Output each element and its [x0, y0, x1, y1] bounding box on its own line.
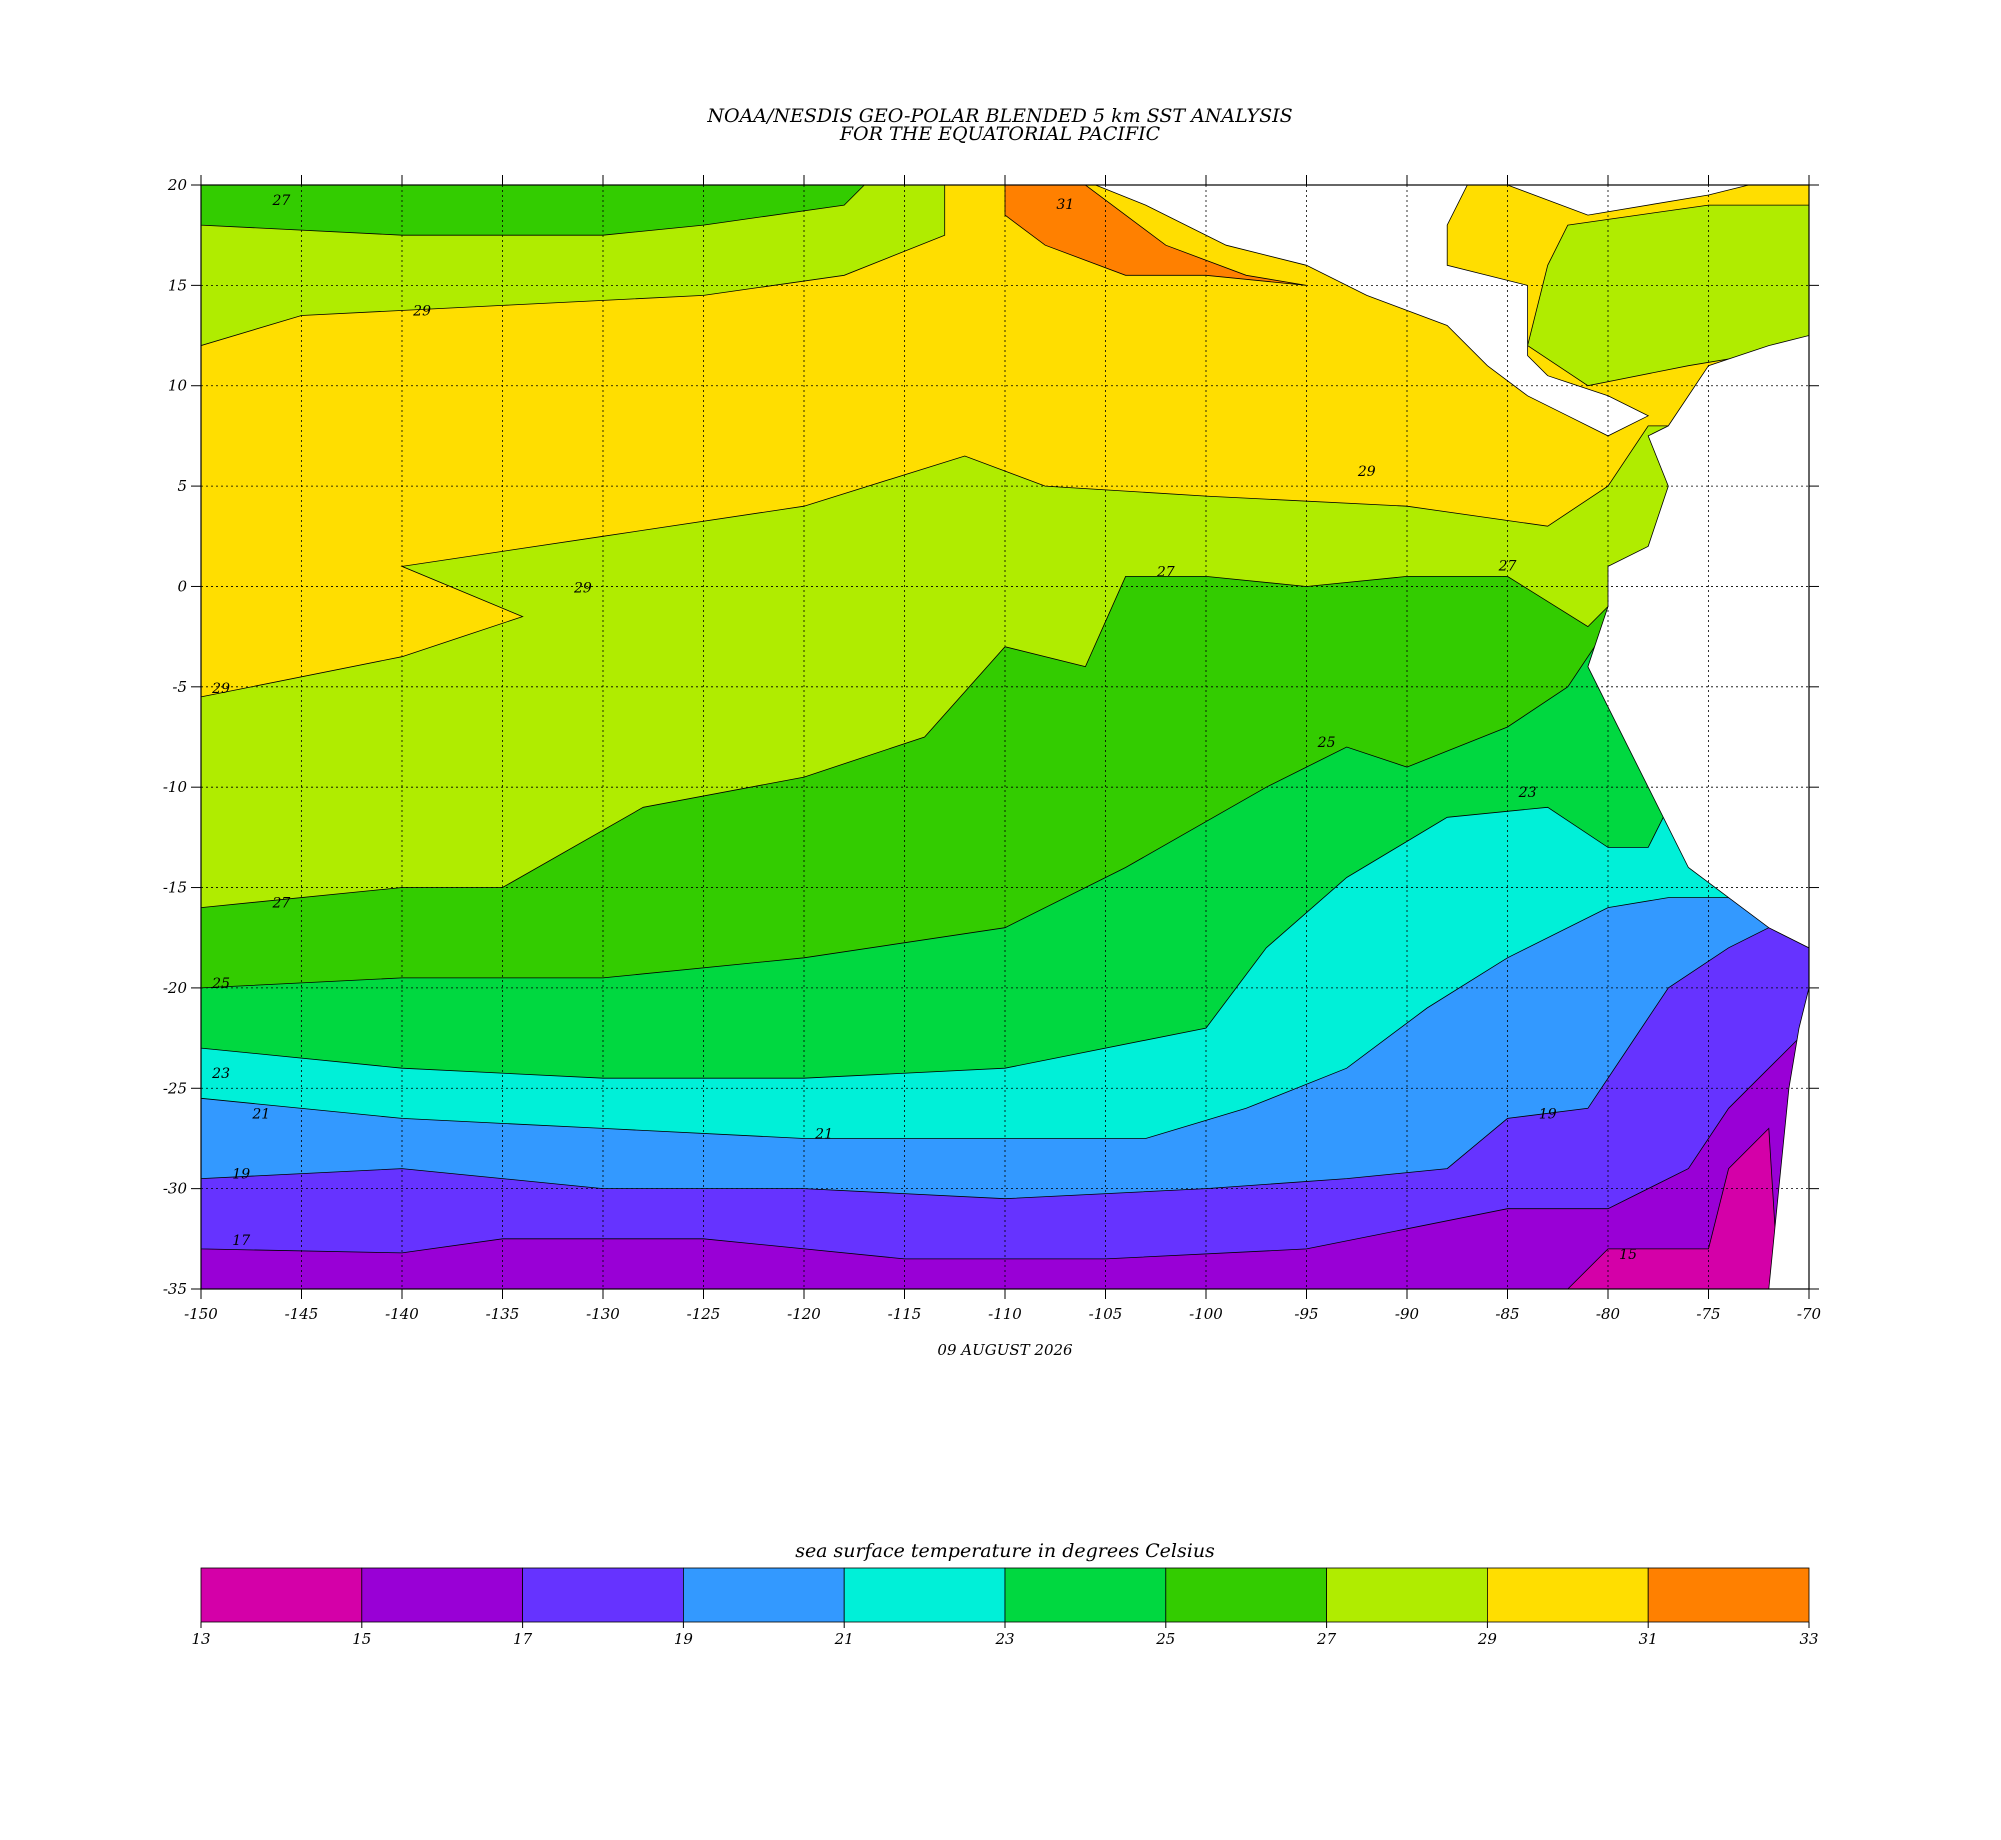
colorbar-label: sea surface temperature in degrees Celsi…	[795, 1540, 1215, 1562]
x-tick-label: -75	[1696, 1305, 1720, 1323]
x-tick-label: -140	[385, 1305, 419, 1323]
plot-frame	[200, 184, 1810, 1290]
sst-region	[1004, 184, 1307, 286]
sst-region	[1527, 204, 1810, 387]
y-tick-label: -25	[163, 1079, 187, 1097]
colorbar-segment	[522, 1567, 684, 1623]
date-label: 09 AUGUST 2026	[937, 1341, 1073, 1359]
colorbar-tick-label: 25	[1155, 1630, 1175, 1648]
x-tick-label: -115	[888, 1305, 922, 1323]
y-tick-label: 5	[177, 477, 187, 495]
y-tick-label: 20	[167, 176, 188, 194]
x-tick-label: -130	[586, 1305, 620, 1323]
contour-label: 15	[1619, 1247, 1637, 1263]
colorbar-segment	[200, 1567, 363, 1623]
contour-label: 19	[232, 1167, 250, 1183]
colorbar-tick-label: 13	[191, 1630, 210, 1648]
x-tick-label: -120	[787, 1305, 821, 1323]
sst-region	[200, 184, 866, 236]
colorbar-tick-label: 29	[1477, 1630, 1498, 1648]
x-tick-label: -90	[1395, 1305, 1420, 1323]
contour-label: 25	[211, 976, 230, 992]
colorbar-tick-label: 23	[994, 1630, 1014, 1648]
title-line: NOAA/NESDIS GEO-POLAR BLENDED 5 km SST A…	[706, 105, 1292, 127]
contour-label: 27	[1156, 564, 1175, 580]
colorbar-segment	[1004, 1567, 1167, 1623]
contour-label: 21	[814, 1126, 833, 1142]
colorbar-segment	[1326, 1567, 1488, 1623]
y-tick-label: 15	[168, 276, 187, 294]
contour-label: 29	[412, 303, 431, 319]
contour-label: 19	[1539, 1106, 1557, 1122]
y-tick-label: -10	[163, 778, 188, 796]
overlay: -150 -145 -140 -135 -130 -125 -120 -115 -110 -105…	[163, 175, 1822, 1648]
contour-label: 27	[271, 896, 290, 912]
colorbar-tick-label: 27	[1316, 1630, 1337, 1648]
colorbar-segment	[1165, 1567, 1328, 1623]
x-tick-label: -80	[1596, 1305, 1621, 1323]
y-tick-label: -35	[163, 1280, 187, 1298]
colorbar-tick-label: 33	[1799, 1630, 1818, 1648]
x-tick-label: -70	[1797, 1305, 1822, 1323]
colorbar-segment	[361, 1567, 523, 1623]
x-tick-label: -95	[1294, 1305, 1318, 1323]
contour-label: 27	[1498, 558, 1517, 574]
contour-label: 27	[271, 193, 290, 209]
colorbar-segment	[1487, 1567, 1649, 1623]
y-tick-label: -15	[163, 879, 187, 897]
contour-label: 23	[211, 1066, 230, 1082]
colorbar-tick-label: 19	[674, 1630, 694, 1648]
x-tick-label: -85	[1495, 1305, 1519, 1323]
contour-label: 21	[251, 1106, 270, 1122]
y-tick-label: -20	[163, 979, 188, 997]
contour-label: 23	[1518, 785, 1537, 801]
x-tick-label: -125	[687, 1305, 721, 1323]
colorbar-segment	[683, 1567, 845, 1623]
contour-label: 29	[211, 681, 230, 697]
contour-label: 29	[573, 580, 592, 596]
y-tick-label: 10	[168, 377, 188, 395]
colorbar-tick-label: 21	[834, 1630, 854, 1648]
contour-label: 17	[232, 1233, 250, 1249]
colorbar-tick-label: 31	[1639, 1630, 1658, 1648]
x-tick-label: -145	[285, 1305, 319, 1323]
contour-label: 29	[1357, 464, 1376, 480]
x-tick-label: -135	[486, 1305, 520, 1323]
y-tick-label: -30	[163, 1180, 188, 1198]
title-line: FOR THE EQUATORIAL PACIFIC	[839, 123, 1161, 145]
colorbar-segment	[843, 1567, 1006, 1623]
x-tick-label: -150	[184, 1305, 218, 1323]
x-tick-label: -100	[1189, 1305, 1223, 1323]
y-tick-label: 0	[177, 577, 187, 595]
x-tick-label: -105	[1089, 1305, 1123, 1323]
colorbar-tick-label: 15	[352, 1630, 371, 1648]
land-area	[1587, 334, 1810, 949]
colorbar-tick-label: 17	[513, 1630, 533, 1648]
colorbar-segment	[1647, 1567, 1810, 1623]
contour-label: 25	[1317, 735, 1336, 751]
x-tick-label: -110	[988, 1305, 1022, 1323]
contour-label: 31	[1056, 197, 1074, 213]
y-tick-label: -5	[172, 678, 187, 696]
